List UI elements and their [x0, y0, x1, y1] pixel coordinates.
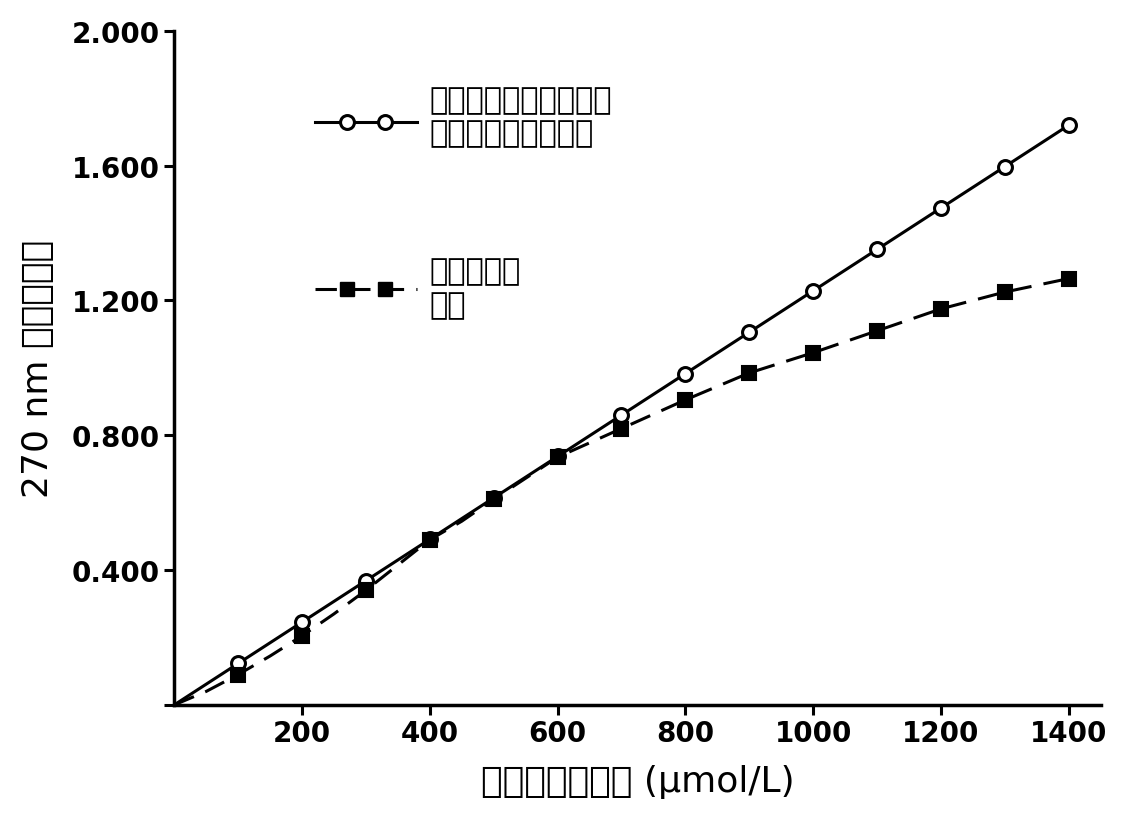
Text: 终点平衡法与酶反应动
力学过程分析法联用: 终点平衡法与酶反应动 力学过程分析法联用 — [429, 86, 612, 148]
X-axis label: 苯酚乙酸酯浓度 (μmol/L): 苯酚乙酸酯浓度 (μmol/L) — [480, 764, 794, 799]
Y-axis label: 270 nm 吸收净变化: 270 nm 吸收净变化 — [20, 239, 55, 497]
Text: 终点平衡法
单用: 终点平衡法 单用 — [429, 257, 521, 320]
